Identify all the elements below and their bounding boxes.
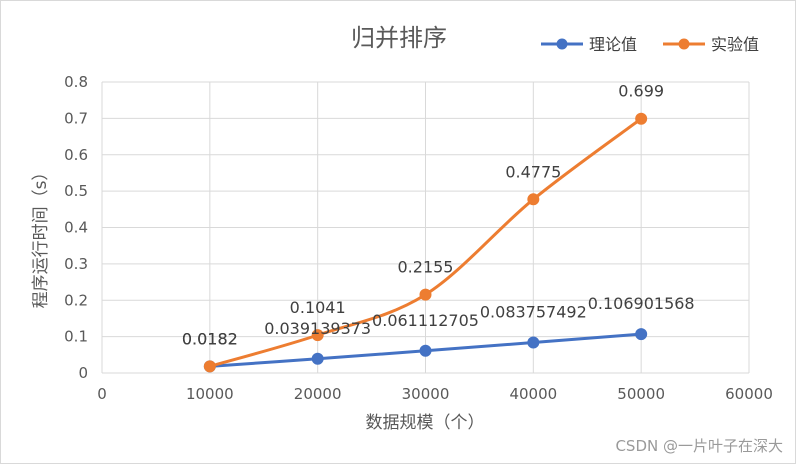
y-tick-label: 0.5 — [64, 182, 88, 200]
data-label: 0.039139373 — [264, 319, 371, 338]
x-tick-label: 50000 — [617, 385, 665, 403]
legend: 理论值 实验值 — [541, 35, 759, 54]
y-tick-label: 0.7 — [64, 109, 88, 127]
legend-label-2: 实验值 — [711, 35, 759, 54]
x-tick-label: 10000 — [186, 385, 234, 403]
data-label: 0.699 — [618, 82, 664, 101]
x-tick-label: 40000 — [509, 385, 557, 403]
watermark: CSDN @一片叶子在深大 — [615, 437, 783, 455]
data-point — [527, 193, 540, 206]
x-tick-label: 60000 — [725, 385, 773, 403]
data-point — [419, 344, 432, 357]
data-point — [311, 329, 324, 342]
data-point — [419, 288, 432, 301]
y-tick-label: 0.2 — [64, 291, 88, 309]
data-label: 0.083757492 — [480, 303, 587, 322]
chart-title: 归并排序 — [351, 24, 447, 52]
y-tick-label: 0.8 — [64, 73, 88, 91]
legend-marker-1 — [556, 38, 568, 50]
x-tick-label: 30000 — [402, 385, 450, 403]
y-tick-label: 0.3 — [64, 255, 88, 273]
data-label: 0.4775 — [505, 162, 561, 181]
x-tick-label: 0 — [97, 385, 107, 403]
x-axis-title: 数据规模（个） — [366, 413, 485, 433]
data-label: 0.0182 — [182, 329, 238, 348]
axis-layer: 0 0.1 0.2 0.3 0.4 0.5 0.6 0.7 0.8 0 10000 20000 3000… — [64, 73, 773, 403]
data-label: 0.0182 — [182, 329, 238, 348]
legend-marker-2 — [678, 38, 690, 50]
data-point — [203, 360, 216, 373]
series-layer — [203, 112, 648, 373]
data-point — [311, 352, 324, 365]
y-tick-label: 0.4 — [64, 219, 88, 237]
x-tick-label: 20000 — [294, 385, 342, 403]
y-tick-label: 0 — [78, 364, 88, 382]
data-label: 0.061112705 — [372, 311, 479, 330]
data-point — [635, 112, 648, 125]
data-point — [527, 336, 540, 349]
legend-label-1: 理论值 — [589, 35, 637, 54]
y-tick-label: 0.1 — [64, 328, 88, 346]
data-label: 0.2155 — [398, 258, 454, 277]
y-axis-title: 程序运行时间（s） — [31, 164, 51, 309]
grid-layer — [101, 81, 750, 374]
data-label: 0.1041 — [290, 298, 346, 317]
y-tick-label: 0.6 — [64, 146, 88, 164]
data-label: 0.106901568 — [588, 294, 695, 313]
data-point — [635, 328, 648, 341]
